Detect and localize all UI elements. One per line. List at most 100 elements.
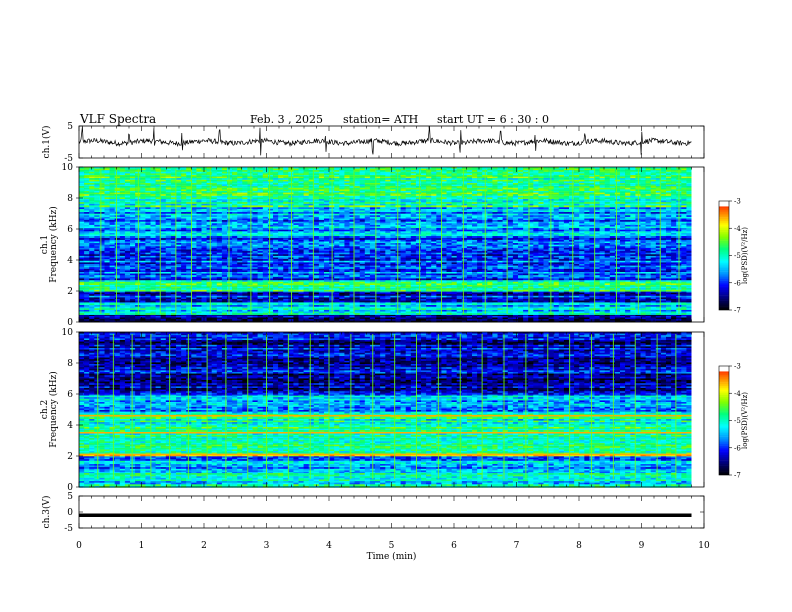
ch1-spectrogram-cell xyxy=(630,288,635,290)
ch1-spectrogram-cell xyxy=(84,310,89,312)
ch1-spectrogram-cell xyxy=(646,312,651,314)
ch1-spectrogram-cell xyxy=(253,246,258,248)
ch1-spectrogram-cell xyxy=(487,251,492,253)
ch1-spectrogram-cell xyxy=(666,297,671,299)
ch1-spectrogram-cell xyxy=(666,318,671,320)
ch1-spectrogram-cell xyxy=(518,238,523,240)
ch1-spectrogram-cell xyxy=(533,240,538,242)
ch1-spectrogram-cell xyxy=(595,242,600,244)
ch1-spectrogram-cell xyxy=(125,245,130,247)
ch1-spectrogram-cell xyxy=(161,316,166,318)
ch1-spectrogram-cell xyxy=(151,299,156,301)
ch1-spectrogram-cell xyxy=(518,285,523,287)
ch1-spectrogram-cell xyxy=(589,285,594,287)
ch1-spectrogram-cell xyxy=(355,287,360,289)
ch1-spectrogram-cell xyxy=(360,248,365,250)
ch1-spectrogram-cell xyxy=(99,246,104,248)
ch1-spectrogram-cell xyxy=(564,285,569,287)
ch1-spectrogram-cell xyxy=(232,294,237,296)
ch1-spectrogram-cell xyxy=(681,282,686,284)
ch1-spectrogram-cell xyxy=(610,253,615,255)
ch1-spectrogram-cell xyxy=(125,293,130,295)
ch1-spectrogram-cell xyxy=(559,242,564,244)
ch1-spectrogram-cell xyxy=(595,318,600,320)
ch1-spectrogram-cell xyxy=(595,243,600,245)
ch1-spectrogram-cell xyxy=(140,287,145,289)
ch1-spectrogram-cell xyxy=(401,282,406,284)
ch1-spectrogram-cell xyxy=(161,308,166,310)
ch1-spectrogram-cell xyxy=(574,318,579,320)
ch1-spectrogram-cell xyxy=(84,308,89,310)
ch1-spectrogram-cell xyxy=(544,250,549,252)
ch1-spectrogram-cell xyxy=(610,296,615,298)
ch1-spectrogram-cell xyxy=(196,238,201,240)
ch1-spectrogram-cell xyxy=(191,251,196,253)
ch1-spectrogram-cell xyxy=(686,312,691,314)
ch1-spectrogram-cell xyxy=(401,307,406,309)
ch1-spectrogram-cell xyxy=(416,305,421,307)
ch1-spectrogram-cell xyxy=(523,299,528,301)
ch1-spectrogram-cell xyxy=(263,238,268,240)
ch1-spectrogram-cell xyxy=(600,285,605,287)
ch1-spectrogram-cell xyxy=(105,307,110,309)
ch1-spectrogram-cell xyxy=(375,316,380,318)
ch1-spectrogram-cell xyxy=(610,294,615,296)
ch1-spectrogram-cell xyxy=(615,297,620,299)
ch1-spectrogram-cell xyxy=(304,301,309,303)
ch1-spectrogram-cell xyxy=(452,297,457,299)
ch1-spectrogram-cell xyxy=(610,290,615,292)
ch1-spectrogram-cell xyxy=(651,305,656,307)
ch1-spectrogram-cell xyxy=(99,253,104,255)
ch1-spectrogram-cell xyxy=(467,304,472,306)
ch1-spectrogram-cell xyxy=(79,238,84,240)
ch1-spectrogram-cell xyxy=(625,246,630,248)
ch1-spectrogram-cell xyxy=(339,254,344,256)
ch1-spectrogram-cell xyxy=(339,243,344,245)
ch1-spectrogram-cell xyxy=(324,305,329,307)
ch1-spectrogram-cell xyxy=(605,312,610,314)
ch1-spectrogram-cell xyxy=(283,307,288,309)
ch1-spectrogram-cell xyxy=(339,256,344,258)
ch1-spectrogram-cell xyxy=(656,318,661,320)
ch1-spectrogram-cell xyxy=(610,319,615,321)
ch1-spectrogram-cell xyxy=(457,250,462,252)
ch1-spectrogram-cell xyxy=(472,238,477,240)
ch1-spectrogram-cell xyxy=(319,256,324,258)
ch1-spectrogram-cell xyxy=(115,242,120,244)
ch1-spectrogram-cell xyxy=(242,294,247,296)
ch1-spectrogram-cell xyxy=(237,312,242,314)
ch1-spectrogram-cell xyxy=(498,238,503,240)
ch1-spectrogram-cell xyxy=(268,301,273,303)
ch1-spectrogram-cell xyxy=(559,250,564,252)
ch1-spectrogram-cell xyxy=(120,313,125,315)
ch1-spectrogram-cell xyxy=(161,310,166,312)
ch1-spectrogram-cell xyxy=(579,282,584,284)
ch1-spectrogram-cell xyxy=(574,288,579,290)
ch1-spectrogram-cell xyxy=(166,251,171,253)
ch1-spectrogram-cell xyxy=(584,316,589,318)
ch1-spectrogram-cell xyxy=(646,243,651,245)
ch1-spectrogram-cell xyxy=(324,250,329,252)
ch1-spectrogram-cell xyxy=(314,246,319,248)
ch1-spectrogram-cell xyxy=(487,250,492,252)
ch1-spectrogram-cell xyxy=(686,240,691,242)
ch1-spectrogram-cell xyxy=(237,287,242,289)
ch1-spectrogram-cell xyxy=(426,293,431,295)
ch1-spectrogram-cell xyxy=(278,307,283,309)
ch1-spectrogram-cell xyxy=(242,287,247,289)
ch1-spectrogram-cell xyxy=(99,301,104,303)
ch1-spectrogram-cell xyxy=(196,246,201,248)
ch1-spectrogram-cell xyxy=(334,238,339,240)
ch1-spectrogram-cell xyxy=(125,288,130,290)
ch1-spectrogram-cell xyxy=(237,246,242,248)
ch1-spectrogram-cell xyxy=(196,316,201,318)
ch1-spectrogram-cell xyxy=(441,285,446,287)
ch1-spectrogram-cell xyxy=(334,293,339,295)
ch1-spectrogram-cell xyxy=(145,310,150,312)
ch1-spectrogram-cell xyxy=(84,304,89,306)
ch1-spectrogram-cell xyxy=(84,316,89,318)
ch1-spectrogram-cell xyxy=(447,251,452,253)
ch1-spectrogram-cell xyxy=(283,254,288,256)
ch1-spectrogram-cell xyxy=(610,288,615,290)
ch1-spectrogram-cell xyxy=(263,288,268,290)
